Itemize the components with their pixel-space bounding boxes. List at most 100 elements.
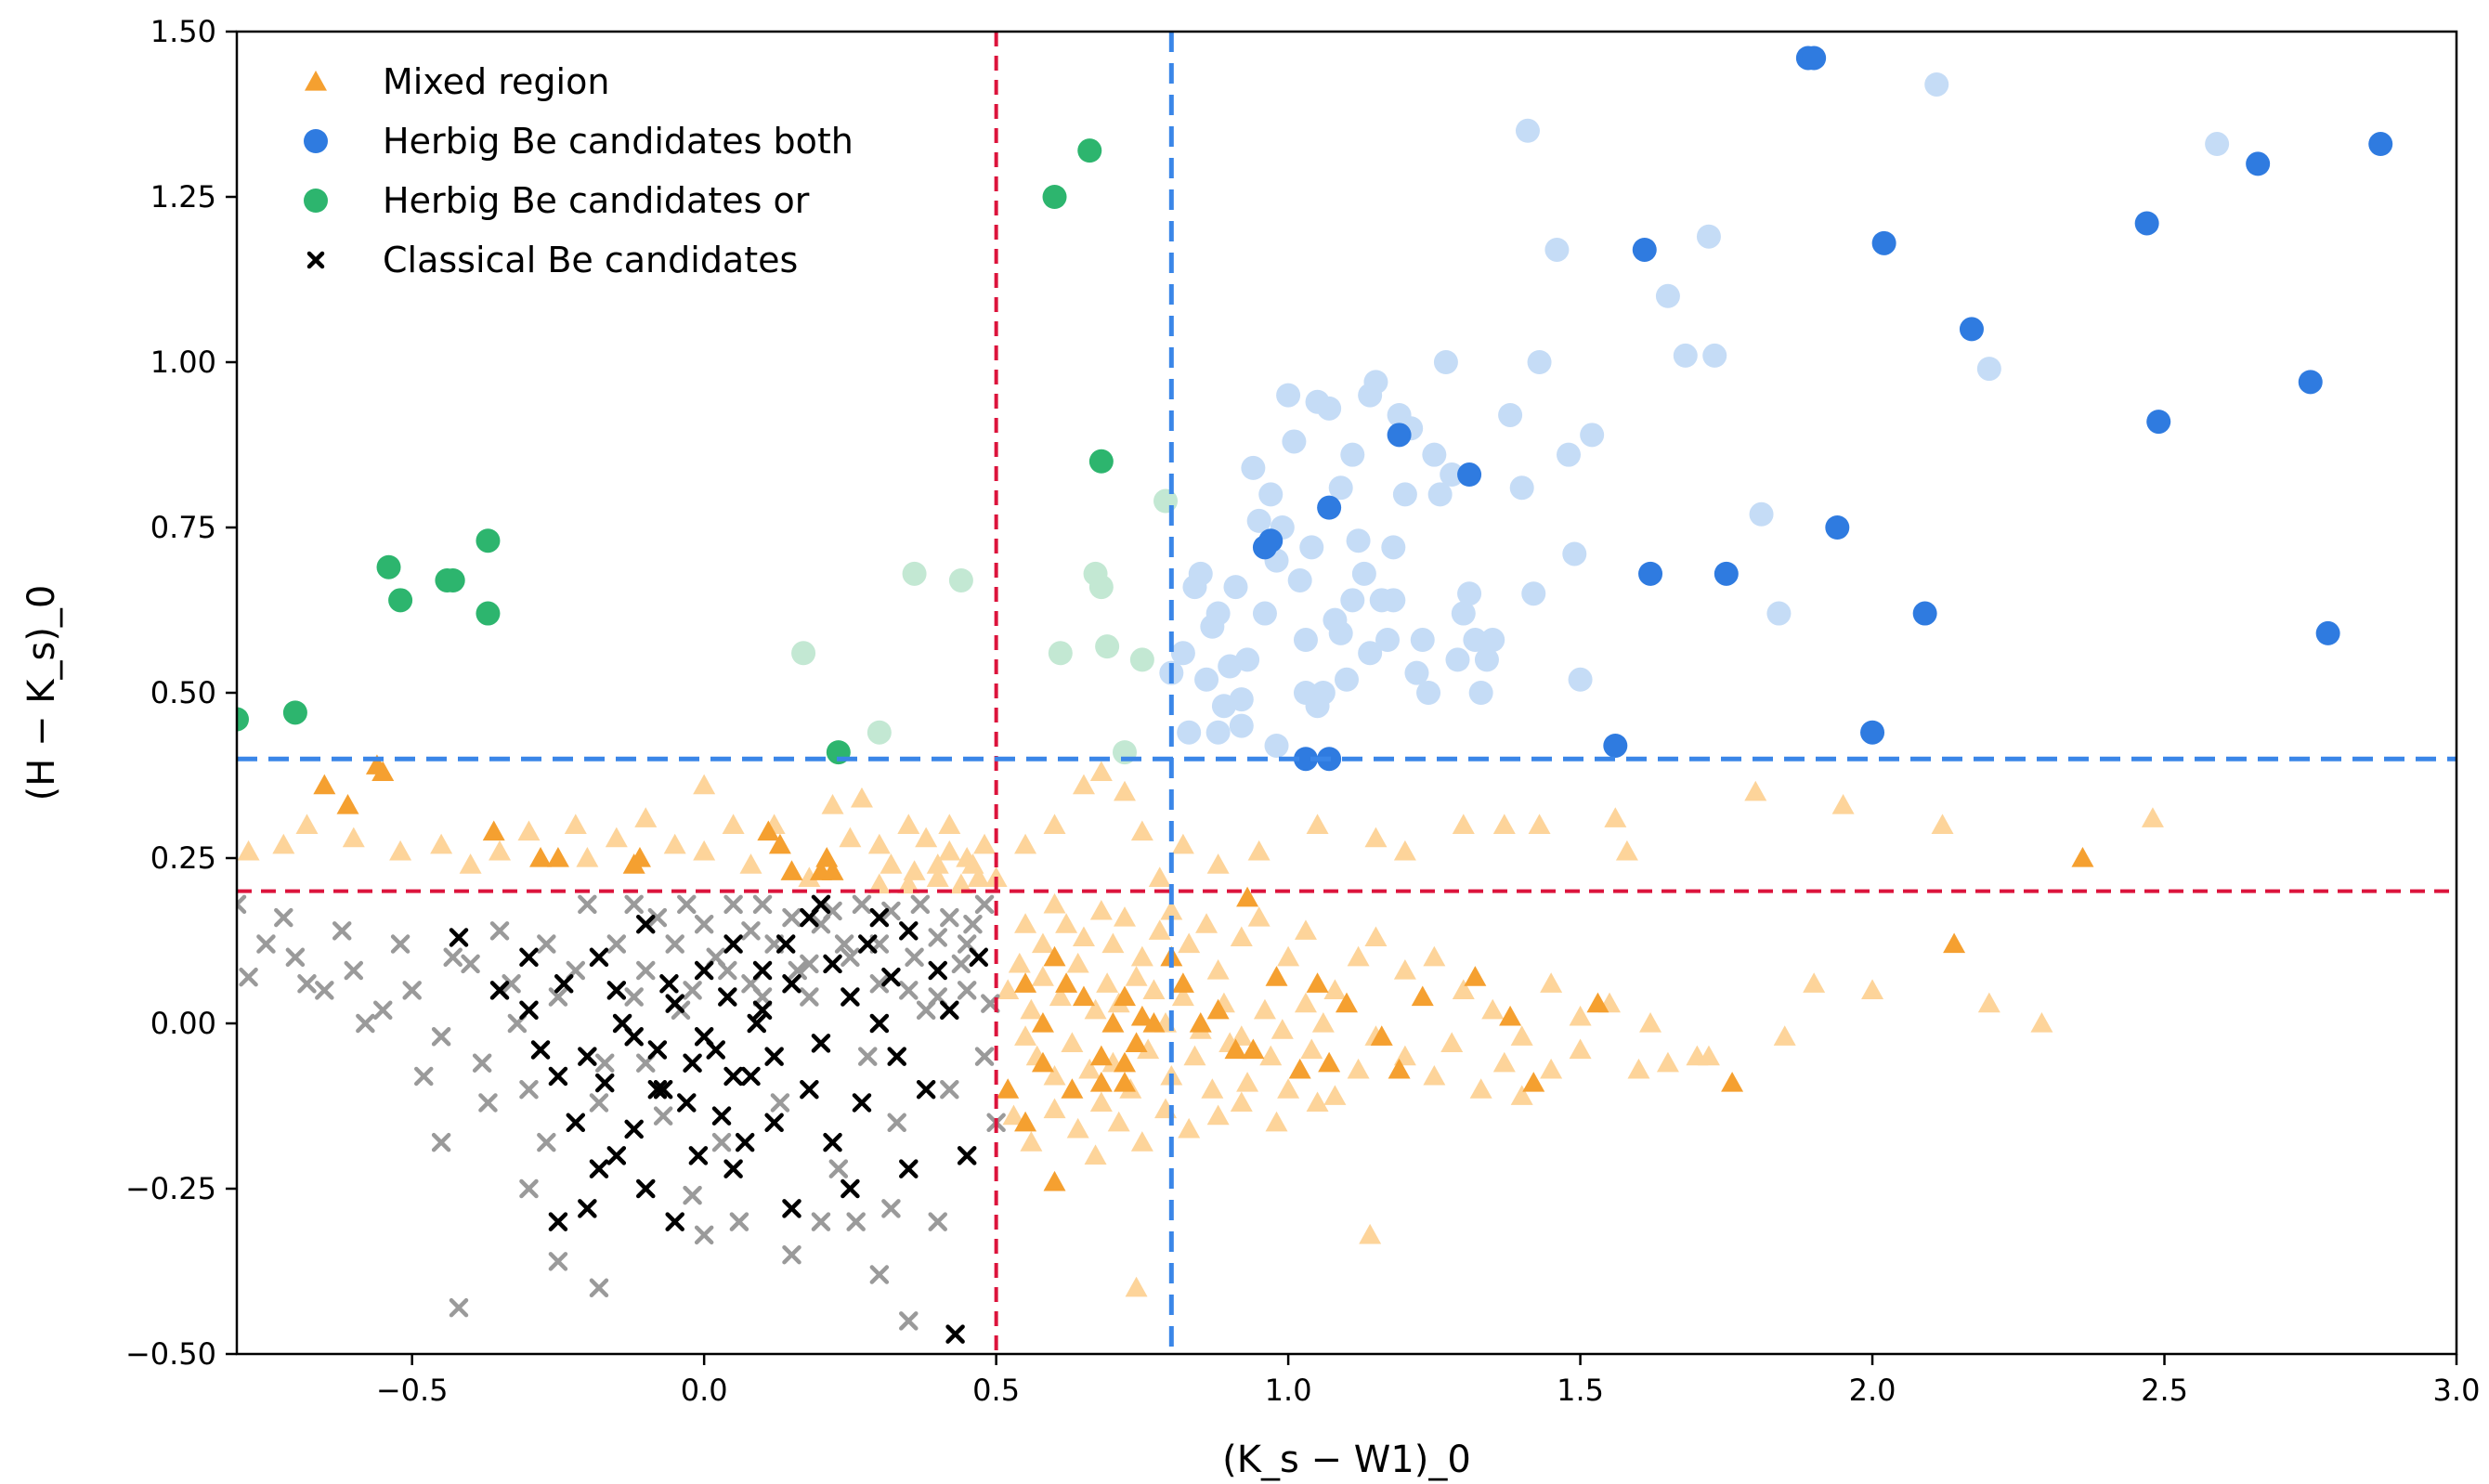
data-point bbox=[694, 914, 714, 934]
data-point bbox=[1744, 780, 1767, 801]
data-point bbox=[768, 833, 791, 854]
data-point bbox=[1265, 966, 1288, 986]
data-point bbox=[1562, 541, 1587, 566]
data-point bbox=[899, 1311, 919, 1331]
data-point bbox=[519, 947, 539, 968]
data-point bbox=[1114, 780, 1136, 801]
data-point bbox=[1223, 575, 1248, 600]
data-point bbox=[459, 853, 482, 874]
data-point bbox=[1696, 224, 1721, 249]
data-point bbox=[636, 1178, 656, 1199]
data-point bbox=[606, 934, 627, 954]
data-point bbox=[823, 954, 842, 974]
data-point bbox=[1673, 343, 1698, 368]
data-point bbox=[869, 907, 890, 928]
data-point bbox=[791, 641, 816, 666]
x-tick-label: 1.0 bbox=[1265, 1373, 1312, 1408]
data-point bbox=[1072, 926, 1095, 947]
data-point bbox=[823, 901, 842, 921]
data-point bbox=[1480, 628, 1505, 653]
data-point bbox=[1627, 1058, 1650, 1079]
data-point bbox=[782, 1199, 801, 1218]
data-point bbox=[741, 921, 761, 941]
data-point bbox=[951, 954, 971, 974]
data-point bbox=[332, 921, 352, 941]
data-point bbox=[1347, 945, 1370, 967]
y-axis-ticks: −0.50 −0.25 0.00 0.25 0.50 0.75 1.00 1.25 1.50 bbox=[125, 14, 237, 1372]
data-point bbox=[782, 907, 801, 928]
data-point bbox=[2368, 132, 2393, 157]
data-point bbox=[811, 1212, 831, 1231]
data-point bbox=[1072, 985, 1095, 1007]
data-point bbox=[780, 860, 803, 880]
data-point bbox=[578, 894, 597, 915]
legend-label: Herbig Be candidates both bbox=[383, 121, 854, 162]
data-point bbox=[1912, 601, 1937, 626]
data-point bbox=[1521, 581, 1546, 606]
data-point bbox=[636, 914, 656, 934]
data-point bbox=[841, 987, 860, 1007]
data-point bbox=[519, 1178, 539, 1199]
data-point bbox=[1031, 966, 1054, 986]
data-point bbox=[1451, 601, 1476, 626]
data-point bbox=[1061, 1032, 1084, 1052]
data-point bbox=[1474, 647, 1499, 672]
data-point bbox=[1246, 508, 1271, 533]
data-point bbox=[647, 907, 668, 928]
data-point bbox=[1364, 827, 1388, 848]
data-point bbox=[1411, 985, 1434, 1007]
data-point bbox=[902, 561, 927, 586]
data-point bbox=[1340, 442, 1365, 467]
data-point bbox=[858, 1047, 878, 1066]
data-point bbox=[1468, 681, 1493, 705]
data-point bbox=[605, 827, 628, 848]
data-point bbox=[811, 1034, 831, 1053]
data-point bbox=[1416, 681, 1441, 705]
data-point bbox=[1721, 1072, 1744, 1092]
data-point bbox=[735, 1132, 755, 1152]
data-point bbox=[1306, 1091, 1329, 1113]
data-point bbox=[489, 981, 510, 1000]
data-point bbox=[887, 1113, 906, 1133]
data-point bbox=[915, 827, 938, 848]
data-point bbox=[1306, 814, 1329, 834]
data-point bbox=[899, 1159, 919, 1178]
data-point bbox=[589, 1093, 609, 1113]
data-point bbox=[974, 894, 995, 915]
data-point bbox=[1206, 853, 1230, 874]
data-point bbox=[1509, 475, 1534, 501]
data-point bbox=[1540, 1058, 1563, 1079]
data-point bbox=[782, 1244, 801, 1265]
data-point bbox=[1977, 992, 2000, 1013]
x-tick-label: 3.0 bbox=[2433, 1373, 2481, 1408]
data-point bbox=[624, 1119, 644, 1139]
data-point bbox=[1014, 1025, 1037, 1046]
data-point bbox=[634, 807, 658, 827]
data-point bbox=[239, 967, 258, 987]
data-point bbox=[554, 974, 574, 994]
data-point bbox=[899, 981, 919, 1000]
data-point bbox=[272, 833, 295, 854]
data-point bbox=[1031, 1051, 1054, 1073]
data-point bbox=[1392, 482, 1417, 507]
x-tick-label: −0.5 bbox=[376, 1373, 449, 1408]
data-point bbox=[1404, 660, 1429, 685]
data-point bbox=[606, 1146, 627, 1165]
data-point bbox=[1264, 733, 1289, 758]
data-point bbox=[997, 979, 1020, 999]
data-point bbox=[834, 934, 854, 954]
data-point bbox=[1802, 46, 1827, 71]
data-point bbox=[1293, 747, 1318, 772]
data-point bbox=[846, 1212, 866, 1231]
data-point bbox=[940, 1079, 959, 1100]
data-point bbox=[402, 981, 422, 1000]
data-point bbox=[1101, 932, 1125, 954]
y-tick-label: 1.00 bbox=[150, 345, 216, 380]
data-point bbox=[1066, 952, 1089, 973]
data-point bbox=[869, 1013, 890, 1034]
data-point bbox=[529, 847, 553, 867]
data-point bbox=[1347, 1058, 1370, 1079]
data-point bbox=[1393, 959, 1416, 980]
data-point bbox=[546, 847, 569, 867]
series-herbig-be-candidates-or bbox=[237, 138, 1114, 765]
